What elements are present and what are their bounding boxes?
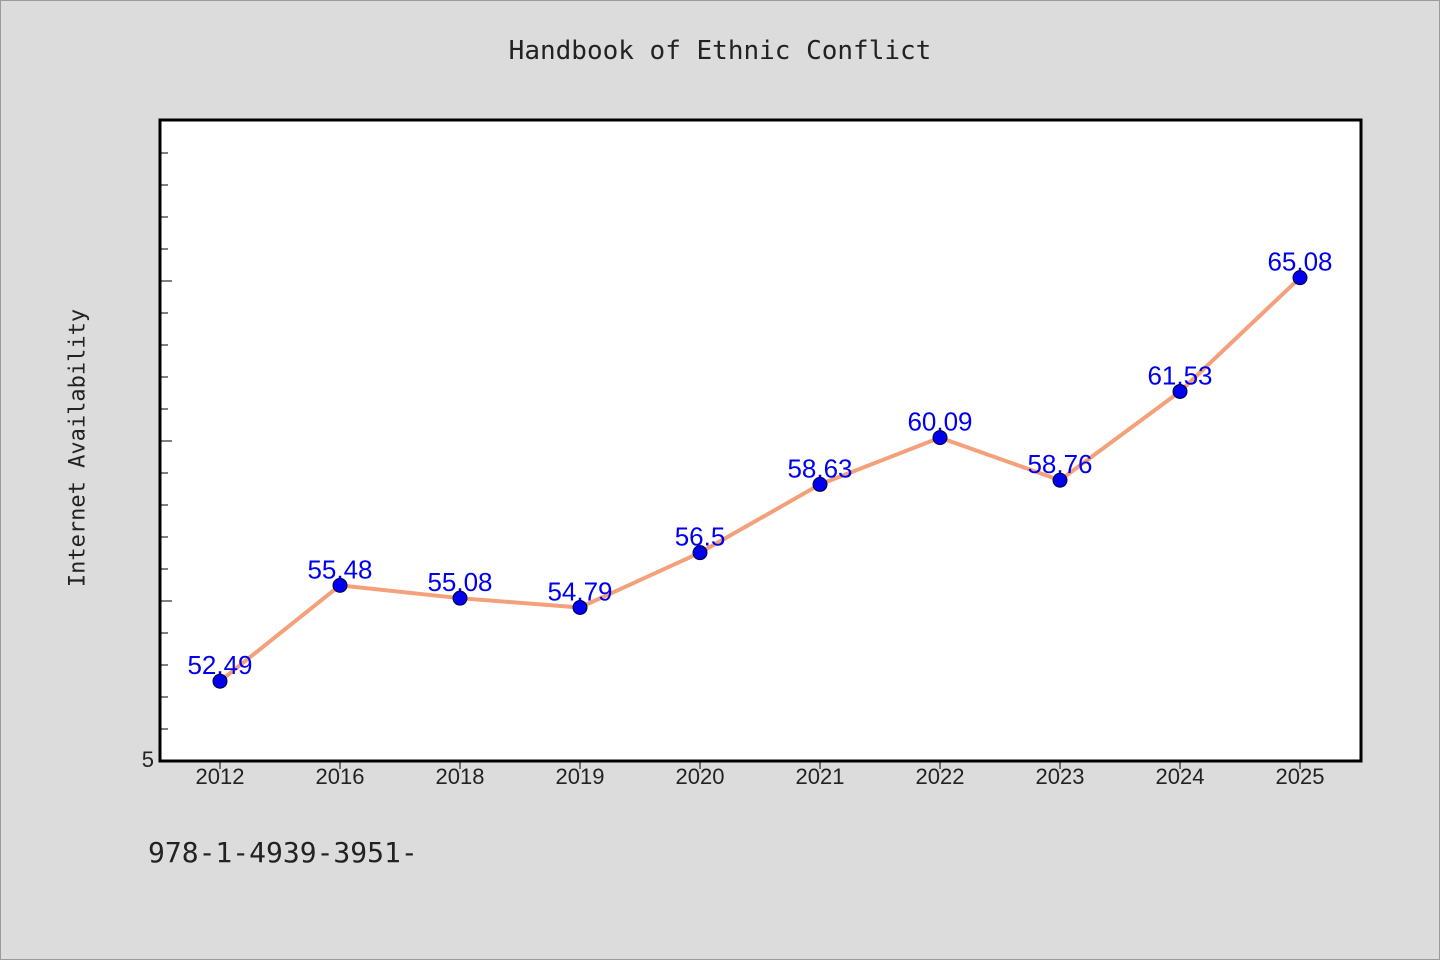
data-point bbox=[452, 590, 468, 606]
x-tick-label: 2023 bbox=[1036, 764, 1085, 789]
data-label: 61.53 bbox=[1147, 360, 1212, 390]
series-line bbox=[218, 276, 1302, 683]
footnote-isbn: 978-1-4939-3951- bbox=[148, 836, 418, 869]
data-label: 55.08 bbox=[427, 567, 492, 597]
data-point bbox=[212, 673, 228, 689]
x-tick-label: 2012 bbox=[196, 764, 245, 789]
data-label: 58.63 bbox=[787, 453, 852, 483]
data-label: 55.48 bbox=[307, 554, 372, 584]
x-tick-label: 2025 bbox=[1276, 764, 1325, 789]
data-label: 58.76 bbox=[1027, 449, 1092, 479]
data-point bbox=[692, 545, 708, 561]
data-point bbox=[1172, 383, 1188, 399]
data-point bbox=[1052, 472, 1068, 488]
data-point bbox=[812, 476, 828, 492]
x-tick-label: 2022 bbox=[916, 764, 965, 789]
data-point bbox=[1292, 270, 1308, 286]
data-label: 56.5 bbox=[675, 522, 726, 552]
data-label: 54.79 bbox=[547, 576, 612, 606]
data-label: 65.08 bbox=[1267, 247, 1332, 277]
data-point bbox=[332, 577, 348, 593]
data-label: 60.09 bbox=[907, 407, 972, 437]
x-tick-label: 2019 bbox=[556, 764, 605, 789]
y-tick-label: 5 bbox=[142, 747, 154, 772]
data-label: 52.49 bbox=[187, 650, 252, 680]
chart-title: Handbook of Ethnic Conflict bbox=[508, 36, 932, 66]
x-tick-label: 2021 bbox=[796, 764, 845, 789]
data-point bbox=[932, 430, 948, 446]
x-tick-label: 2020 bbox=[676, 764, 725, 789]
x-tick-label: 2016 bbox=[316, 764, 365, 789]
x-tick-label: 2018 bbox=[436, 764, 485, 789]
data-point bbox=[572, 599, 588, 615]
plot-area bbox=[158, 118, 1363, 763]
x-tick-label: 2024 bbox=[1156, 764, 1205, 789]
